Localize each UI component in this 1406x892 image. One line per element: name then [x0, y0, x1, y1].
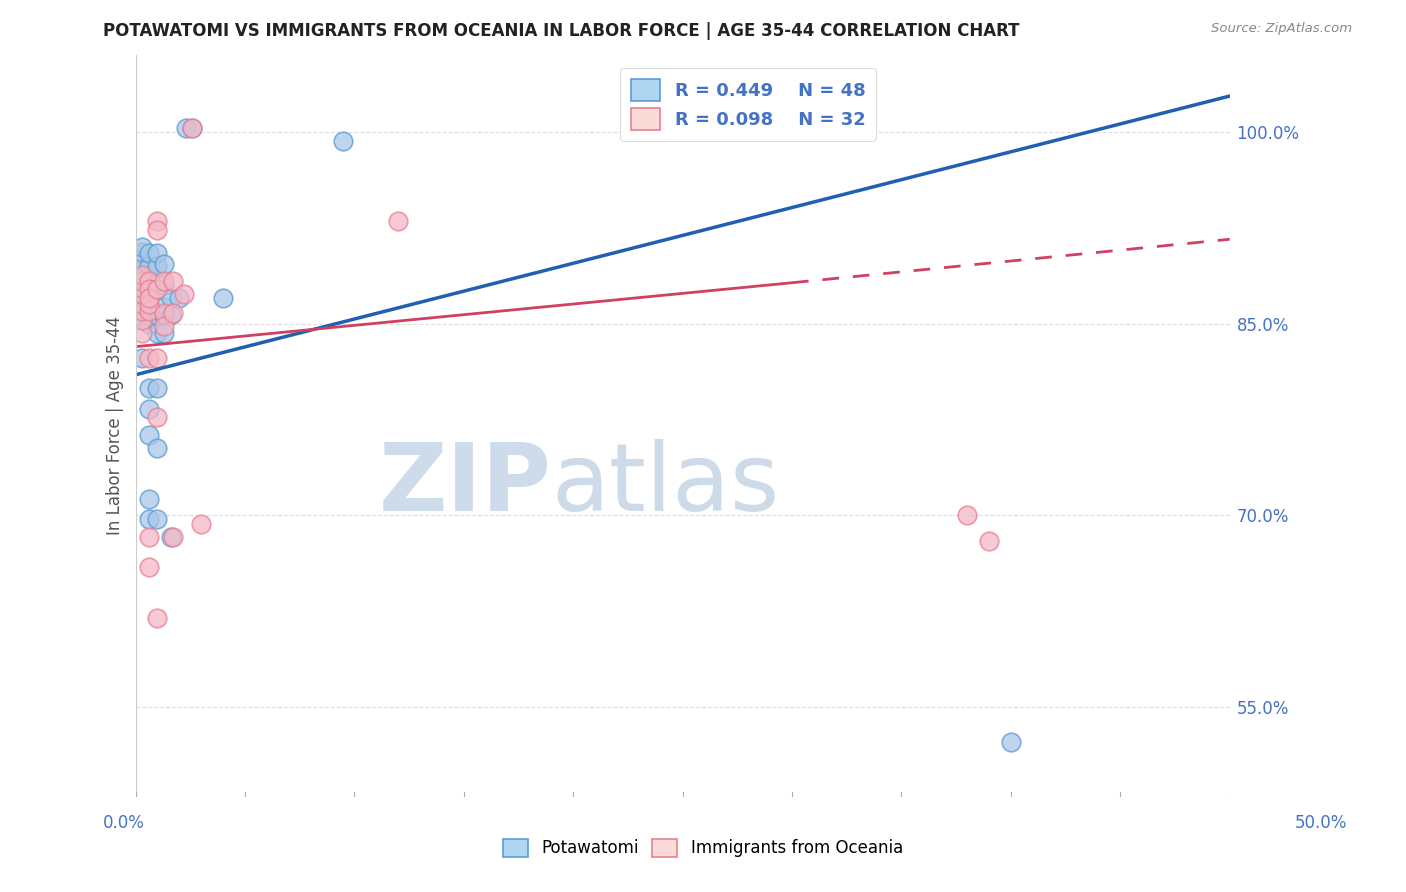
Point — [181, 121, 204, 136]
Point — [138, 428, 160, 442]
Point — [131, 263, 153, 277]
Legend: Potawatomi, Immigrants from Oceania: Potawatomi, Immigrants from Oceania — [496, 832, 910, 864]
Point — [131, 287, 153, 301]
Point — [153, 308, 176, 322]
Point — [159, 291, 181, 305]
Text: POTAWATOMI VS IMMIGRANTS FROM OCEANIA IN LABOR FORCE | AGE 35-44 CORRELATION CHA: POTAWATOMI VS IMMIGRANTS FROM OCEANIA IN… — [103, 22, 1019, 40]
Point — [956, 508, 979, 523]
Point — [162, 530, 184, 544]
Point — [138, 351, 160, 366]
Point — [131, 252, 153, 267]
Point — [146, 380, 169, 394]
Point — [138, 275, 160, 289]
Y-axis label: In Labor Force | Age 35-44: In Labor Force | Age 35-44 — [107, 317, 124, 535]
Point — [131, 326, 153, 340]
Point — [131, 268, 153, 282]
Text: Source: ZipAtlas.com: Source: ZipAtlas.com — [1212, 22, 1353, 36]
Point — [153, 300, 176, 314]
Point — [131, 297, 153, 311]
Point — [146, 259, 169, 273]
Point — [138, 300, 160, 314]
Text: 0.0%: 0.0% — [103, 814, 145, 831]
Point — [131, 313, 153, 327]
Point — [162, 306, 184, 320]
Point — [146, 351, 169, 366]
Point — [162, 275, 184, 289]
Point — [131, 351, 153, 366]
Point — [138, 270, 160, 285]
Point — [146, 326, 169, 340]
Point — [153, 278, 176, 293]
Point — [146, 282, 169, 296]
Point — [138, 491, 160, 506]
Point — [131, 275, 153, 289]
Text: atlas: atlas — [551, 439, 779, 532]
Point — [332, 134, 354, 148]
Point — [153, 275, 176, 289]
Point — [146, 409, 169, 424]
Point — [138, 284, 160, 298]
Point — [153, 306, 176, 320]
Point — [138, 380, 160, 394]
Point — [159, 308, 181, 322]
Point — [131, 291, 153, 305]
Point — [138, 246, 160, 260]
Point — [138, 559, 160, 574]
Point — [138, 402, 160, 417]
Point — [173, 287, 195, 301]
Point — [138, 303, 160, 318]
Point — [153, 308, 176, 322]
Point — [138, 297, 160, 311]
Point — [977, 534, 1000, 549]
Point — [138, 530, 160, 544]
Point — [387, 214, 409, 228]
Point — [131, 303, 153, 318]
Point — [146, 512, 169, 526]
Point — [131, 240, 153, 254]
Point — [146, 441, 169, 455]
Text: 50.0%: 50.0% — [1295, 814, 1347, 831]
Point — [138, 317, 160, 331]
Point — [146, 308, 169, 322]
Point — [146, 308, 169, 322]
Point — [138, 259, 160, 273]
Point — [190, 517, 212, 532]
Text: ZIP: ZIP — [378, 439, 551, 532]
Point — [131, 281, 153, 295]
Point — [181, 121, 204, 136]
Point — [138, 291, 160, 305]
Point — [146, 246, 169, 260]
Point — [159, 530, 181, 544]
Point — [131, 310, 153, 325]
Point — [146, 223, 169, 237]
Point — [131, 275, 153, 289]
Point — [146, 282, 169, 296]
Point — [153, 256, 176, 270]
Point — [131, 245, 153, 260]
Point — [153, 319, 176, 334]
Point — [174, 121, 197, 136]
Point — [169, 291, 191, 305]
Point — [650, 121, 672, 136]
Point — [138, 512, 160, 526]
Point — [138, 282, 160, 296]
Point — [212, 291, 235, 305]
Point — [146, 611, 169, 625]
Point — [153, 326, 176, 340]
Point — [146, 214, 169, 228]
Point — [1000, 735, 1022, 749]
Legend: R = 0.449    N = 48, R = 0.098    N = 32: R = 0.449 N = 48, R = 0.098 N = 32 — [620, 68, 876, 141]
